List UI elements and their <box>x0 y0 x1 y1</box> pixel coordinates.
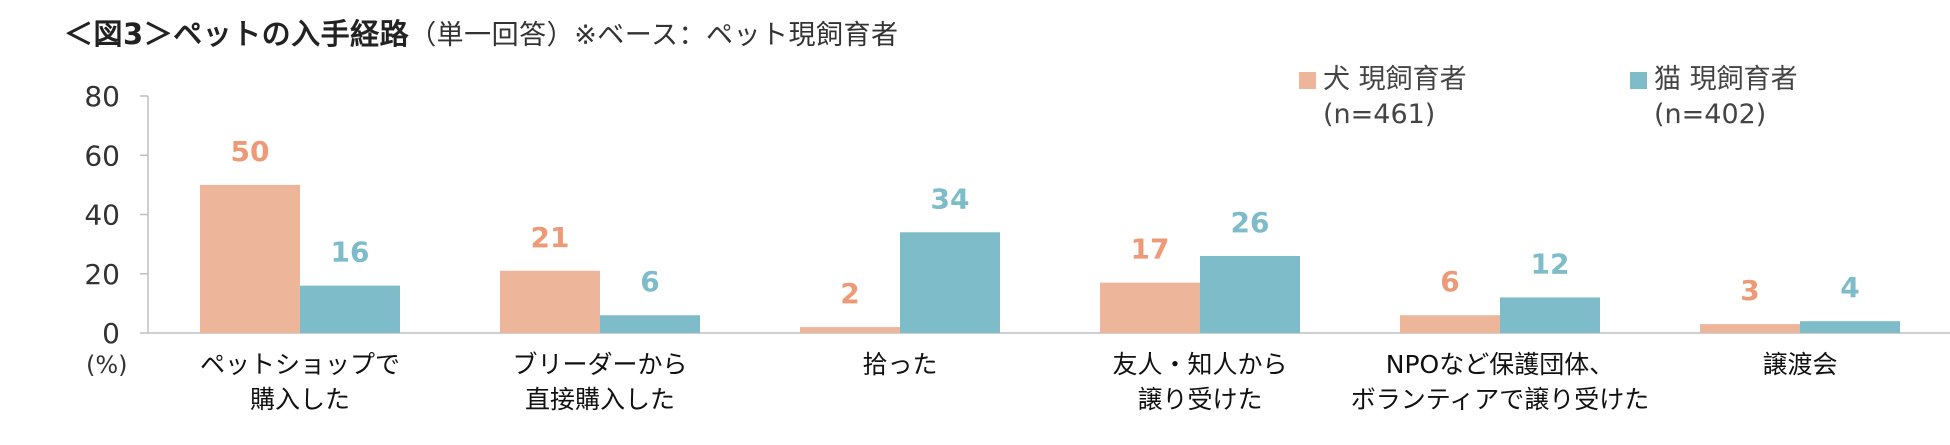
data-label-series-1-cat-2: 21 <box>531 221 570 254</box>
category-label-2-line-2: 直接購入した <box>525 385 675 414</box>
bar-series-2-cat-1 <box>300 285 400 333</box>
y-tick-label: 40 <box>84 199 120 232</box>
data-label-series-2-cat-3: 34 <box>931 182 970 215</box>
y-tick-label: 0 <box>102 317 120 350</box>
category-label-4-line-1: 友人・知人から <box>1112 350 1287 379</box>
bar-series-2-cat-2 <box>600 315 700 333</box>
chart-title-main: ＜図3＞ペットの入手経路 <box>64 17 410 51</box>
bar-series-1-cat-6 <box>1700 324 1800 333</box>
legend-swatch-2 <box>1630 72 1647 89</box>
data-label-series-2-cat-1: 16 <box>331 236 370 269</box>
y-tick-label: 60 <box>84 139 120 172</box>
chart-title-base: ※ベース：ペット現飼育者 <box>574 20 899 51</box>
chart-title: ＜図3＞ペットの入手経路（単一回答）※ベース：ペット現飼育者 <box>64 12 898 58</box>
bar-series-2-cat-6 <box>1800 321 1900 333</box>
data-label-series-1-cat-1: 50 <box>231 135 270 168</box>
legend-sample-2: (n=402) <box>1654 99 1766 130</box>
legend-swatch-1 <box>1299 72 1316 89</box>
category-label-2-line-1: ブリーダーから <box>512 350 687 379</box>
bar-series-1-cat-4 <box>1100 282 1200 333</box>
bar-series-1-cat-2 <box>500 270 600 333</box>
bar-series-2-cat-4 <box>1200 255 1300 333</box>
category-label-1-line-2: 購入した <box>250 385 350 414</box>
category-label-4-line-2: 譲り受けた <box>1137 385 1262 414</box>
y-tick-label: 20 <box>84 258 120 291</box>
data-label-series-2-cat-4: 26 <box>1231 206 1270 239</box>
category-label-3-line-1: 拾った <box>862 350 937 379</box>
data-label-series-2-cat-5: 12 <box>1531 247 1570 280</box>
data-label-series-1-cat-3: 2 <box>840 277 859 310</box>
bar-series-1-cat-3 <box>800 327 900 333</box>
data-label-series-2-cat-6: 4 <box>1840 271 1859 304</box>
legend-sample-1: (n=461) <box>1323 99 1435 130</box>
bar-series-1-cat-5 <box>1400 315 1500 333</box>
data-label-series-1-cat-4: 17 <box>1131 233 1170 266</box>
data-label-series-2-cat-2: 6 <box>640 265 659 298</box>
chart-title-note: （単一回答） <box>409 20 575 51</box>
y-unit-label: (%) <box>86 351 128 379</box>
bar-series-2-cat-3 <box>900 232 1000 333</box>
y-axis: 0 20 40 60 80 (%) <box>84 80 1950 379</box>
y-tick-label: 80 <box>84 80 120 113</box>
bars <box>200 184 1900 333</box>
bar-series-2-cat-5 <box>1500 297 1600 333</box>
category-label-5-line-1: NPOなど保護団体、 <box>1386 350 1614 379</box>
data-label-series-1-cat-5: 6 <box>1440 265 1459 298</box>
category-label-6-line-1: 譲渡会 <box>1762 350 1837 379</box>
category-label-5-line-2: ボランティアで譲り受けた <box>1351 385 1650 414</box>
bar-series-1-cat-1 <box>200 184 300 333</box>
legend-name-1: 犬 現飼育者 <box>1323 64 1467 95</box>
data-label-series-1-cat-6: 3 <box>1740 274 1759 307</box>
legend-name-2: 猫 現飼育者 <box>1654 64 1798 95</box>
category-label-1-line-1: ペットショップで <box>200 350 400 379</box>
legend: 犬 現飼育者 (n=461) 猫 現飼育者 (n=402) <box>1299 64 1798 130</box>
